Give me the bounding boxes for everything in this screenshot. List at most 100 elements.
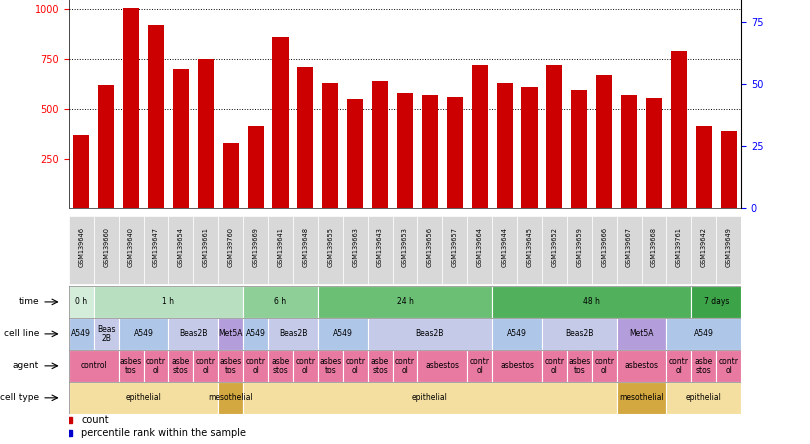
- Text: GSM139646: GSM139646: [79, 227, 84, 267]
- Text: GSM139642: GSM139642: [701, 227, 707, 267]
- Bar: [492, 286, 692, 318]
- Text: count: count: [81, 415, 109, 425]
- Text: GSM139640: GSM139640: [128, 227, 134, 267]
- Bar: [268, 350, 293, 382]
- Bar: [118, 216, 143, 285]
- Bar: [218, 318, 243, 350]
- Bar: [692, 216, 716, 285]
- Text: 6 h: 6 h: [275, 297, 287, 306]
- Bar: [194, 216, 218, 285]
- Bar: [417, 350, 467, 382]
- Text: epithelial: epithelial: [126, 393, 161, 402]
- Bar: [148, 25, 164, 208]
- Bar: [442, 216, 467, 285]
- Bar: [671, 51, 687, 208]
- Text: GSM139648: GSM139648: [302, 227, 309, 267]
- Bar: [642, 216, 667, 285]
- Bar: [223, 143, 239, 208]
- Bar: [318, 286, 492, 318]
- Bar: [368, 350, 393, 382]
- Text: GSM139654: GSM139654: [178, 227, 184, 267]
- Bar: [69, 286, 94, 318]
- Bar: [268, 216, 293, 285]
- Text: GSM139656: GSM139656: [427, 227, 433, 267]
- Text: asbe
stos: asbe stos: [271, 357, 290, 375]
- Text: 24 h: 24 h: [397, 297, 413, 306]
- Bar: [118, 318, 168, 350]
- Text: contr
ol: contr ol: [470, 357, 490, 375]
- Text: 48 h: 48 h: [583, 297, 600, 306]
- Bar: [716, 350, 741, 382]
- Bar: [272, 37, 288, 208]
- Bar: [322, 83, 339, 208]
- Text: asbes
tos: asbes tos: [319, 357, 342, 375]
- Bar: [492, 318, 542, 350]
- Text: contr
ol: contr ol: [718, 357, 739, 375]
- Bar: [616, 382, 667, 414]
- Text: asbe
stos: asbe stos: [695, 357, 713, 375]
- Text: GSM139761: GSM139761: [676, 227, 682, 267]
- Bar: [268, 318, 318, 350]
- Text: GSM139669: GSM139669: [253, 227, 258, 267]
- Bar: [69, 216, 94, 285]
- Bar: [143, 350, 168, 382]
- Text: GSM139649: GSM139649: [726, 227, 731, 267]
- Text: asbestos: asbestos: [625, 361, 659, 370]
- Text: epithelial: epithelial: [686, 393, 722, 402]
- Text: GSM139667: GSM139667: [626, 227, 632, 267]
- Bar: [297, 67, 313, 208]
- Bar: [243, 350, 268, 382]
- Bar: [446, 97, 463, 208]
- Text: GSM139643: GSM139643: [377, 227, 383, 267]
- Bar: [596, 75, 612, 208]
- Bar: [318, 216, 343, 285]
- Bar: [123, 8, 139, 208]
- Text: contr
ol: contr ol: [595, 357, 614, 375]
- Text: A549: A549: [333, 329, 352, 338]
- Bar: [194, 350, 218, 382]
- Bar: [94, 216, 118, 285]
- Text: A549: A549: [71, 329, 92, 338]
- Bar: [69, 350, 118, 382]
- Text: mesothelial: mesothelial: [208, 393, 253, 402]
- Bar: [467, 350, 492, 382]
- Bar: [243, 216, 268, 285]
- Text: A549: A549: [134, 329, 153, 338]
- Bar: [73, 135, 89, 208]
- Bar: [422, 95, 438, 208]
- Text: percentile rank within the sample: percentile rank within the sample: [81, 428, 246, 438]
- Bar: [667, 382, 741, 414]
- Text: cell line: cell line: [3, 329, 39, 338]
- Bar: [318, 318, 368, 350]
- Bar: [368, 318, 492, 350]
- Text: contr
ol: contr ol: [146, 357, 166, 375]
- Text: asbe
stos: asbe stos: [172, 357, 190, 375]
- Bar: [69, 382, 218, 414]
- Text: asbes
tos: asbes tos: [220, 357, 242, 375]
- Text: contr
ol: contr ol: [544, 357, 565, 375]
- Bar: [248, 126, 264, 208]
- Text: Beas2B: Beas2B: [416, 329, 444, 338]
- Bar: [343, 350, 368, 382]
- Bar: [293, 216, 318, 285]
- Text: asbes
tos: asbes tos: [120, 357, 143, 375]
- Text: contr
ol: contr ol: [245, 357, 266, 375]
- Text: contr
ol: contr ol: [395, 357, 415, 375]
- Bar: [143, 216, 168, 285]
- Bar: [243, 318, 268, 350]
- Bar: [417, 216, 442, 285]
- Text: cell type: cell type: [0, 393, 39, 402]
- Bar: [567, 350, 592, 382]
- Bar: [492, 216, 517, 285]
- Bar: [243, 382, 616, 414]
- Bar: [393, 216, 417, 285]
- Bar: [621, 95, 637, 208]
- Bar: [542, 318, 616, 350]
- Bar: [667, 350, 692, 382]
- Text: A549: A549: [694, 329, 714, 338]
- Bar: [546, 65, 562, 208]
- Text: Met5A: Met5A: [219, 329, 243, 338]
- Text: agent: agent: [13, 361, 39, 370]
- Bar: [616, 216, 642, 285]
- Text: GSM139760: GSM139760: [228, 227, 234, 267]
